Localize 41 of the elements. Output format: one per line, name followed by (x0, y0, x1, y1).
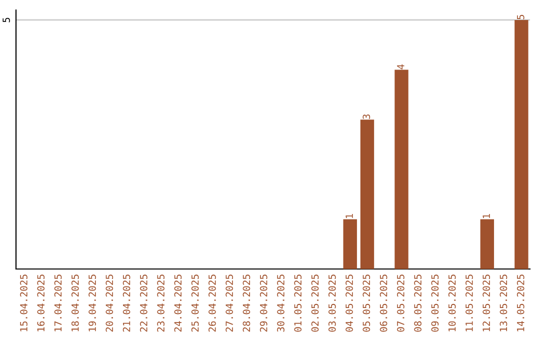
x-tick-label: 10.05.2025 (448, 274, 456, 332)
x-tick-label: 27.04.2025 (226, 274, 234, 332)
x-tick-label: 29.04.2025 (260, 274, 268, 332)
ref-line-label: 5 (2, 18, 10, 22)
x-tick-label: 22.04.2025 (140, 274, 148, 332)
x-tick-label: 08.05.2025 (414, 274, 422, 332)
x-tick-label: 05.05.2025 (362, 274, 370, 332)
x-tick-label: 26.04.2025 (208, 274, 216, 332)
x-tick-label: 19.04.2025 (88, 274, 96, 332)
x-tick-label: 03.05.2025 (328, 274, 336, 332)
x-tick-label: 24.04.2025 (174, 274, 182, 332)
bar (480, 219, 494, 269)
bar (514, 20, 528, 269)
x-tick-label: 15.04.2025 (20, 274, 28, 332)
x-tick-label: 07.05.2025 (396, 274, 404, 332)
x-tick-label: 12.05.2025 (482, 274, 490, 332)
bar (360, 120, 374, 269)
x-tick-label: 02.05.2025 (311, 274, 319, 332)
x-tick-label: 06.05.2025 (380, 274, 388, 332)
x-tick-label: 16.04.2025 (37, 274, 45, 332)
data-label: 4 (397, 64, 404, 70)
x-tick-label: 14.05.2025 (516, 274, 524, 332)
x-tick-label: 23.04.2025 (157, 274, 164, 332)
x-tick-label: 18.04.2025 (71, 274, 79, 332)
data-label: 5 (517, 14, 524, 20)
x-tick-label: 20.04.2025 (106, 274, 114, 332)
x-tick-label: 09.05.2025 (431, 274, 439, 332)
data-label: 3 (362, 114, 370, 119)
x-tick-label: 25.04.2025 (191, 274, 199, 332)
x-tick-label: 28.04.2025 (242, 274, 250, 332)
bar (394, 70, 408, 269)
x-tick-label: 17.04.2025 (54, 274, 62, 332)
x-tick-label: 30.04.2025 (277, 274, 284, 332)
bar (343, 219, 357, 269)
x-tick-label: 21.04.2025 (122, 274, 130, 332)
x-tick-label: 11.05.2025 (466, 274, 473, 332)
x-tick-label: 13.05.2025 (500, 274, 508, 332)
data-label: 1 (346, 214, 353, 218)
x-tick-label: 04.05.2025 (346, 274, 353, 332)
data-label: 1 (482, 214, 490, 218)
x-tick-label: 01.05.2025 (294, 274, 302, 332)
